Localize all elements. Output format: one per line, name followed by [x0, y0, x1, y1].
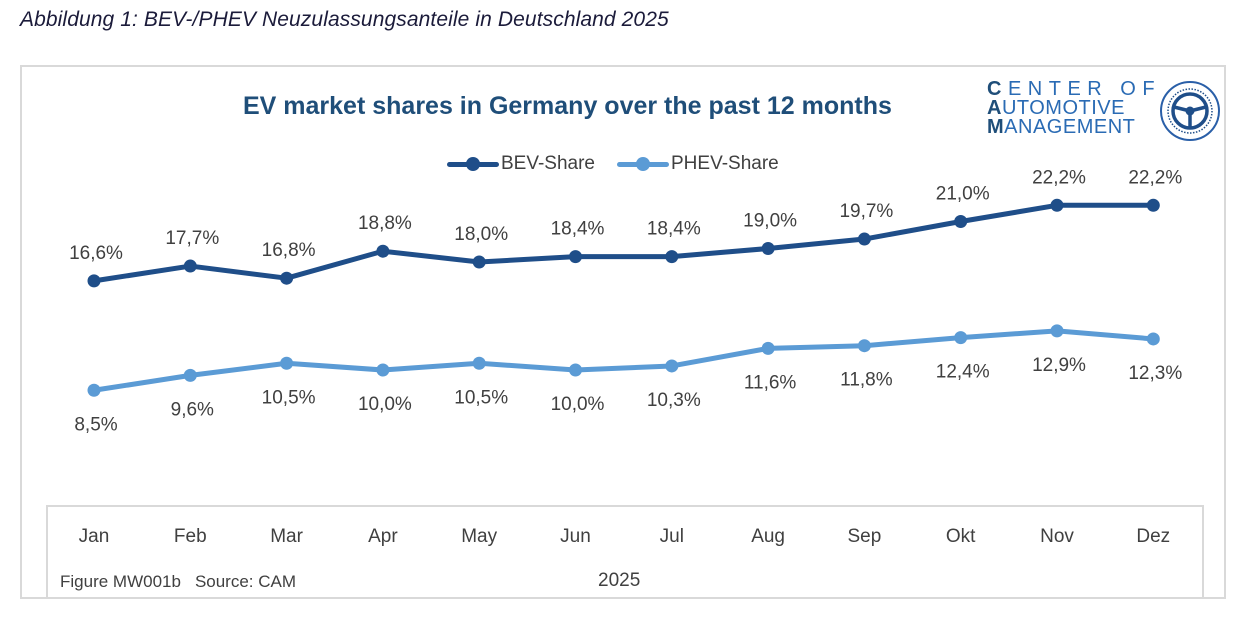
- data-point-phev: [954, 331, 968, 345]
- data-label-bev: 16,8%: [262, 240, 316, 261]
- chart-title: EV market shares in Germany over the pas…: [243, 92, 892, 120]
- data-point-phev: [665, 359, 679, 373]
- data-point-bev: [665, 250, 679, 264]
- x-axis-title: 2025: [598, 570, 641, 591]
- data-point-bev: [183, 259, 197, 273]
- data-label-phev: 10,5%: [454, 387, 508, 408]
- legend-item-phev: PHEV-Share: [617, 153, 779, 175]
- data-point-bev: [1146, 198, 1160, 212]
- data-point-bev: [569, 250, 582, 264]
- data-label-phev: 10,5%: [262, 387, 316, 408]
- x-tick-label: Feb: [174, 526, 207, 547]
- data-label-bev: 18,0%: [454, 224, 508, 245]
- legend-label-phev: PHEV-Share: [671, 153, 779, 174]
- x-tick-label: Jun: [560, 526, 591, 547]
- data-point-phev: [569, 363, 582, 377]
- data-point-phev: [857, 339, 871, 353]
- source-note: Source: CAM: [194, 572, 297, 591]
- data-label-phev: 10,3%: [647, 390, 701, 411]
- data-point-bev: [1050, 198, 1064, 212]
- data-label-bev: 22,2%: [1128, 167, 1182, 188]
- chart-legend: BEV-Share PHEV-Share: [447, 153, 779, 175]
- x-tick-label: Sep: [847, 526, 881, 547]
- data-label-bev: 19,7%: [839, 201, 893, 222]
- data-point-phev: [376, 363, 390, 377]
- x-tick-label: Aug: [751, 526, 785, 547]
- x-tick-label: May: [461, 526, 497, 547]
- x-tick-label: Apr: [368, 526, 398, 547]
- figure-caption: Abbildung 1: BEV-/PHEV Neuzulassungsante…: [20, 8, 669, 31]
- data-label-phev: 12,4%: [936, 362, 990, 383]
- data-label-phev: 8,5%: [74, 414, 117, 435]
- data-label-phev: 12,3%: [1128, 363, 1182, 384]
- series-line-bev: [91, 202, 1156, 284]
- legend-item-bev: BEV-Share: [447, 153, 595, 175]
- data-label-phev: 12,9%: [1032, 355, 1086, 376]
- axis-label-box: [46, 505, 1204, 599]
- data-label-bev: 16,6%: [69, 243, 123, 264]
- data-label-bev: 22,2%: [1032, 167, 1086, 188]
- data-label-bev: 18,8%: [358, 213, 412, 234]
- data-label-bev: 18,4%: [647, 219, 701, 240]
- data-label-phev: 9,6%: [171, 399, 214, 420]
- data-point-bev: [376, 244, 390, 258]
- data-label-phev: 10,0%: [551, 394, 605, 415]
- data-label-phev: 11,8%: [840, 370, 893, 391]
- data-point-bev: [954, 215, 968, 228]
- data-point-phev: [472, 356, 486, 370]
- logo-text: CENTER OF AUTOMOTIVE MANAGEMENT: [987, 78, 1162, 138]
- x-tick-label: Nov: [1040, 526, 1074, 547]
- data-point-phev: [1050, 324, 1064, 338]
- legend-swatch-phev: [617, 154, 669, 174]
- x-tick-label: Jul: [660, 526, 684, 547]
- x-tick-label: Dez: [1136, 526, 1170, 547]
- data-label-phev: 11,6%: [744, 372, 797, 393]
- chart-footer: Figure MW001b Source: CAM: [60, 572, 310, 592]
- data-point-phev: [761, 341, 775, 355]
- data-point-bev: [761, 242, 775, 255]
- data-label-phev: 10,0%: [358, 394, 412, 415]
- x-tick-label: Jan: [79, 526, 110, 547]
- legend-label-bev: BEV-Share: [501, 153, 595, 174]
- data-point-phev: [280, 356, 294, 370]
- data-point-phev: [87, 383, 101, 397]
- data-point-bev: [472, 255, 486, 269]
- steering-wheel-icon: [1160, 81, 1220, 141]
- x-tick-label: Okt: [946, 526, 976, 547]
- data-point-bev: [87, 274, 101, 288]
- data-label-bev: 17,7%: [165, 228, 219, 249]
- series-line-phev: [91, 328, 1156, 393]
- data-point-bev: [857, 232, 871, 246]
- data-point-phev: [1146, 332, 1160, 346]
- chart-frame: [20, 65, 1226, 599]
- data-label-bev: 19,0%: [743, 211, 797, 232]
- x-tick-label: Mar: [270, 526, 303, 547]
- legend-swatch-bev: [447, 154, 499, 174]
- figure-id: Figure MW001b: [60, 572, 181, 591]
- data-point-phev: [183, 368, 197, 382]
- data-label-bev: 21,0%: [936, 184, 990, 205]
- cam-logo: CENTER OF AUTOMOTIVE MANAGEMENT: [985, 78, 1225, 142]
- data-point-bev: [280, 271, 294, 285]
- data-label-bev: 18,4%: [551, 219, 605, 240]
